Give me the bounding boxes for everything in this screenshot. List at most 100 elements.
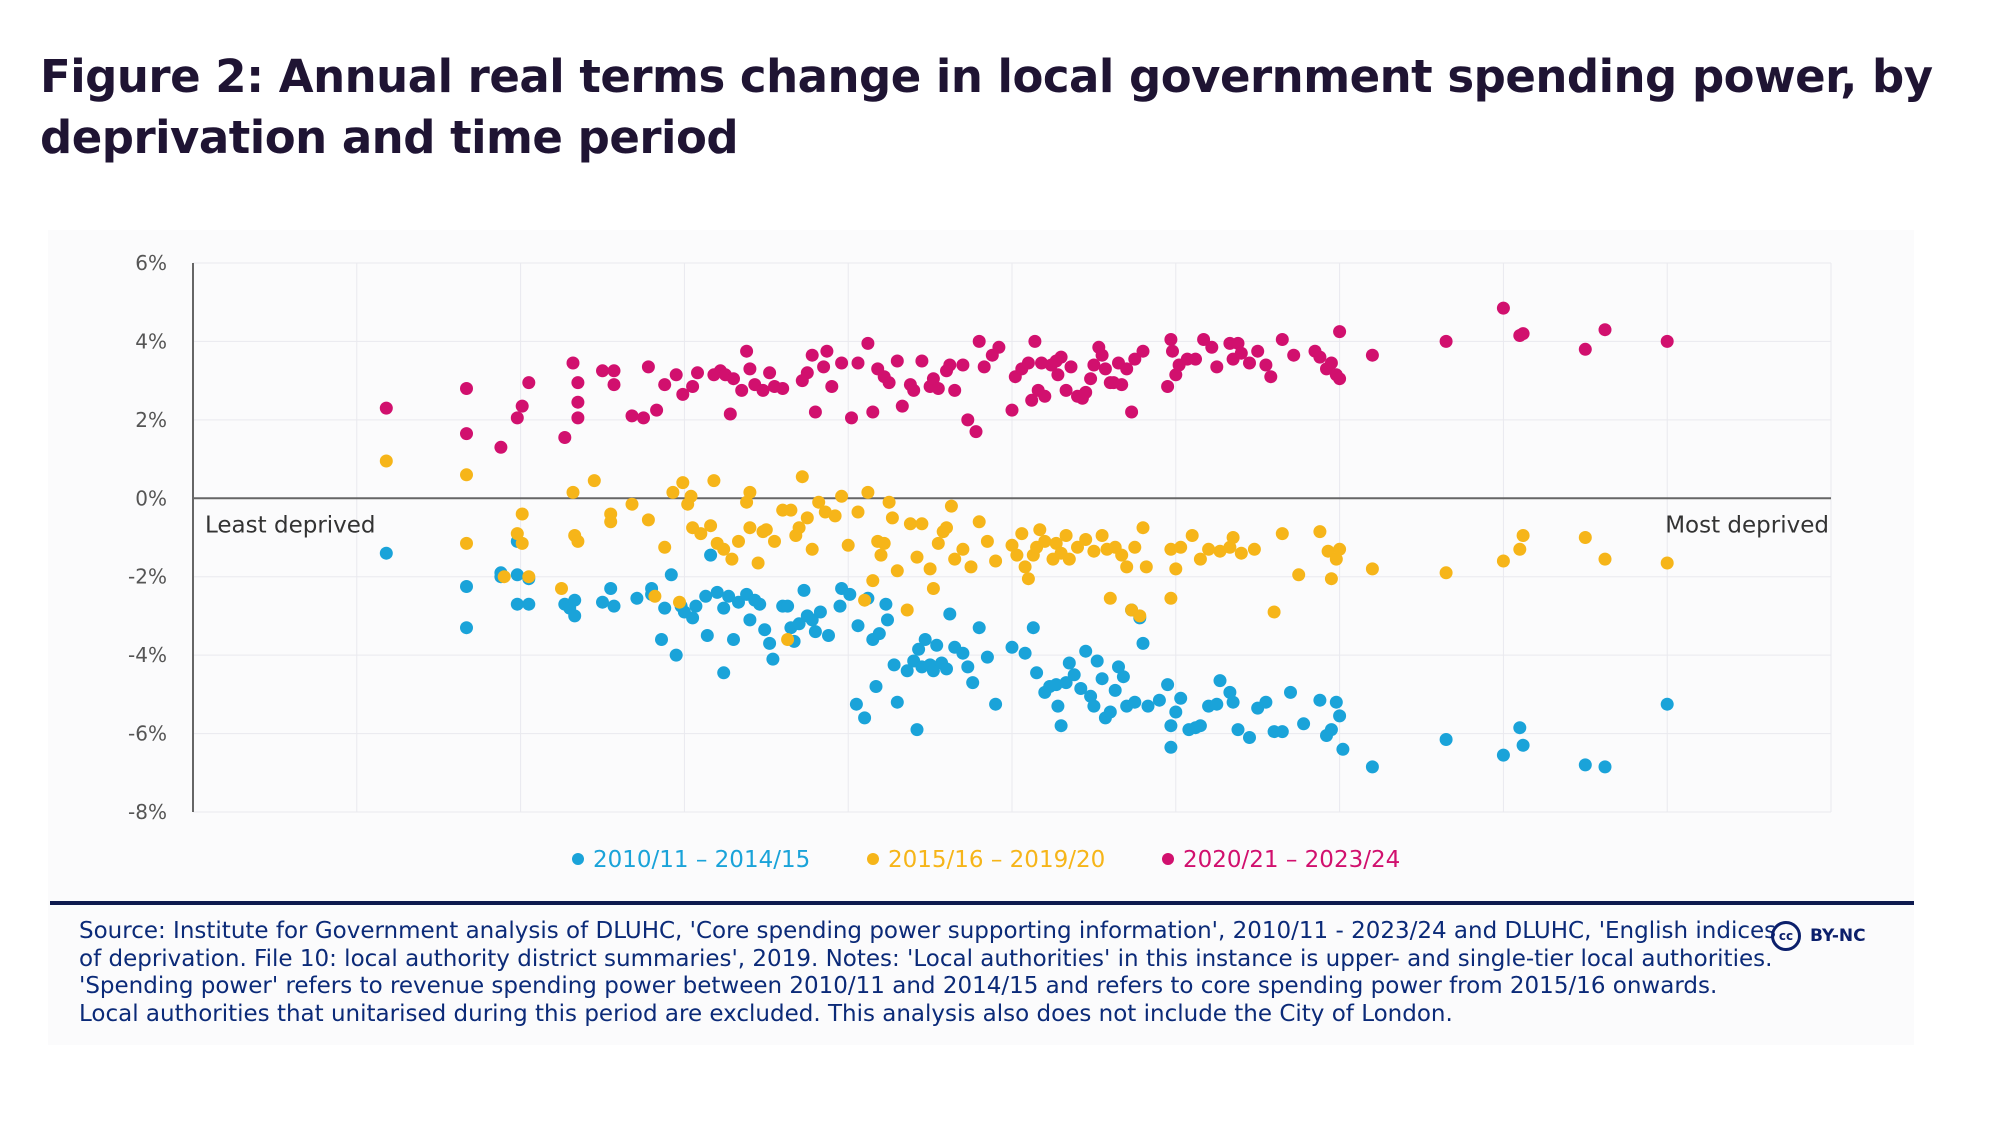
- data-point-series-2: [648, 589, 662, 603]
- data-point-series-1: [1087, 699, 1101, 713]
- data-point-series-1: [1439, 733, 1453, 746]
- data-point-series-2: [1329, 552, 1343, 566]
- data-point-series-2: [944, 499, 958, 513]
- data-point-series-1: [1297, 717, 1311, 731]
- data-point-series-2: [980, 534, 994, 548]
- data-point-series-1: [1164, 740, 1178, 754]
- data-point-series-2: [828, 509, 842, 523]
- data-point-series-1: [510, 568, 524, 582]
- y-axis-ticks: -8% -6% -4% -2% 0% 2% 4% 6%: [128, 251, 167, 824]
- data-point-series-1: [689, 599, 703, 613]
- data-point-series-3: [907, 383, 921, 397]
- data-point-series-2: [1079, 533, 1093, 546]
- data-point-series-2: [515, 507, 529, 521]
- data-point-series-2: [732, 534, 745, 548]
- y-tick-label: 2%: [135, 408, 167, 432]
- data-point-series-1: [604, 582, 618, 595]
- data-point-series-1: [1333, 709, 1347, 723]
- data-point-series-3: [460, 427, 473, 441]
- data-point-series-3: [1166, 344, 1179, 358]
- data-point-series-1: [797, 583, 811, 597]
- data-point-series-1: [1141, 699, 1155, 713]
- data-point-series-3: [926, 372, 940, 386]
- data-point-series-3: [1059, 383, 1073, 397]
- data-point-series-2: [1513, 542, 1527, 556]
- data-point-series-2: [926, 582, 940, 595]
- data-point-series-2: [1164, 591, 1178, 605]
- data-point-series-1: [1598, 760, 1612, 774]
- data-point-series-1: [1026, 621, 1040, 635]
- data-point-series-2: [1275, 527, 1289, 541]
- data-point-series-3: [1095, 348, 1109, 362]
- data-point-series-2: [571, 534, 585, 548]
- data-point-series-3: [1243, 356, 1256, 370]
- data-point-series-2: [1660, 556, 1674, 570]
- data-point-series-1: [1513, 721, 1527, 735]
- data-point-series-1: [1079, 644, 1093, 658]
- data-point-series-1: [1054, 719, 1068, 733]
- data-points: [379, 301, 1674, 774]
- data-point-series-1: [1210, 697, 1224, 711]
- data-point-series-3: [743, 362, 757, 376]
- data-point-series-2: [1234, 546, 1248, 560]
- data-point-series-2: [1120, 560, 1134, 574]
- legend-label: 2015/16 – 2019/20: [888, 847, 1105, 873]
- data-point-series-1: [822, 629, 835, 642]
- data-point-series-3: [1516, 327, 1530, 341]
- data-point-series-3: [494, 440, 508, 454]
- data-point-series-3: [1136, 344, 1150, 358]
- data-point-series-3: [596, 364, 609, 378]
- data-point-series-3: [1051, 368, 1065, 382]
- data-point-series-2: [877, 536, 891, 550]
- data-point-series-3: [756, 383, 770, 397]
- data-point-series-1: [943, 607, 957, 621]
- data-point-series-3: [510, 411, 524, 425]
- data-point-series-1: [510, 597, 524, 611]
- data-point-series-2: [1087, 544, 1101, 558]
- data-point-series-3: [1333, 372, 1347, 386]
- data-point-series-2: [931, 536, 945, 550]
- data-point-series-3: [1324, 356, 1338, 370]
- data-point-series-1: [758, 623, 772, 637]
- data-point-series-3: [1035, 356, 1048, 370]
- data-point-series-1: [881, 613, 894, 627]
- data-point-series-1: [460, 580, 473, 593]
- data-point-series-1: [753, 597, 767, 611]
- data-point-series-2: [972, 515, 986, 529]
- data-point-series-1: [1112, 660, 1125, 674]
- data-point-series-2: [1038, 534, 1052, 548]
- data-point-series-3: [1197, 333, 1211, 346]
- data-point-series-2: [1202, 542, 1216, 556]
- data-point-series-1: [700, 629, 714, 642]
- data-point-series-2: [989, 554, 1003, 568]
- data-point-series-3: [1189, 352, 1202, 366]
- data-point-series-3: [571, 376, 585, 390]
- data-point-series-1: [1084, 689, 1098, 703]
- data-point-series-1: [961, 660, 975, 674]
- data-point-series-3: [969, 425, 983, 439]
- data-point-series-1: [808, 625, 822, 639]
- y-tick-label: 0%: [135, 486, 167, 510]
- data-point-series-2: [740, 495, 754, 509]
- data-point-series-2: [497, 570, 511, 584]
- data-point-series-2: [890, 564, 904, 578]
- data-point-series-2: [903, 517, 917, 531]
- data-point-series-3: [1234, 346, 1248, 360]
- data-point-series-3: [866, 405, 880, 419]
- data-point-series-1: [630, 591, 644, 605]
- data-point-series-1: [1051, 699, 1065, 713]
- data-point-series-1: [607, 599, 621, 613]
- data-point-series-2: [641, 513, 655, 527]
- data-point-series-2: [1169, 562, 1183, 576]
- data-point-series-3: [931, 382, 945, 395]
- least-deprived-label: Least deprived: [205, 512, 376, 538]
- data-point-series-1: [727, 633, 740, 646]
- data-point-series-2: [1059, 529, 1073, 542]
- footer-divider: [50, 901, 1914, 905]
- data-point-series-2: [625, 497, 639, 511]
- data-point-series-2: [510, 527, 524, 541]
- data-point-series-1: [1005, 640, 1019, 654]
- data-point-series-3: [522, 376, 536, 390]
- data-point-series-1: [900, 664, 914, 678]
- data-point-series-1: [1193, 719, 1207, 733]
